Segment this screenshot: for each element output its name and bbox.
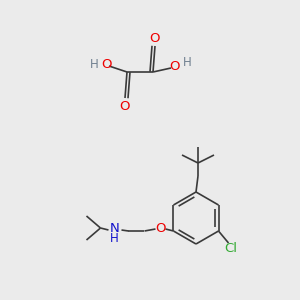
Text: O: O [170, 59, 180, 73]
Text: O: O [150, 32, 160, 44]
Text: O: O [101, 58, 111, 70]
Text: H: H [183, 56, 191, 68]
Text: H: H [110, 232, 119, 244]
Text: O: O [155, 223, 166, 236]
Text: O: O [120, 100, 130, 112]
Text: Cl: Cl [224, 242, 237, 256]
Text: N: N [110, 223, 119, 236]
Text: H: H [90, 58, 99, 70]
